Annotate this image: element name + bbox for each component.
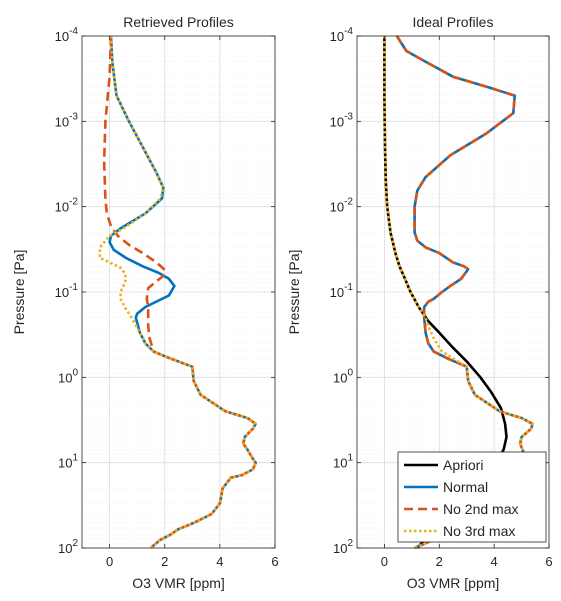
y-tick-label: 10-2 bbox=[330, 197, 354, 215]
y-tick-label: 10-4 bbox=[330, 26, 354, 44]
legend-label: No 3rd max bbox=[443, 523, 515, 539]
x-tick-label: 0 bbox=[106, 554, 113, 569]
x-tick-label: 6 bbox=[271, 554, 278, 569]
y-tick-label: 100 bbox=[333, 367, 353, 385]
legend-box bbox=[397, 451, 547, 543]
y-tick-label: 10-4 bbox=[55, 26, 79, 44]
x-axis-label: O3 VMR [ppm] bbox=[407, 575, 500, 591]
x-tick-label: 2 bbox=[436, 554, 443, 569]
x-tick-label: 4 bbox=[491, 554, 498, 569]
chart-title: Ideal Profiles bbox=[413, 14, 494, 30]
y-tick-label: 10-3 bbox=[55, 111, 79, 129]
y-tick-label: 101 bbox=[58, 453, 78, 471]
y-tick-label: 10-1 bbox=[330, 282, 354, 300]
y-tick-label: 10-3 bbox=[330, 111, 354, 129]
x-tick-label: 2 bbox=[161, 554, 168, 569]
y-tick-label: 10-2 bbox=[55, 197, 79, 215]
x-tick-label: 0 bbox=[381, 554, 388, 569]
series-line-no-3rd-max bbox=[98, 35, 257, 549]
x-tick-label: 6 bbox=[545, 554, 552, 569]
chart-title: Retrieved Profiles bbox=[123, 14, 234, 30]
y-axis-label: Pressure [Pa] bbox=[11, 250, 27, 335]
legend-label: No 2nd max bbox=[443, 501, 518, 517]
y-tick-label: 102 bbox=[58, 538, 78, 556]
y-tick-label: 10-1 bbox=[55, 282, 79, 300]
legend: Apriori Normal No 2nd max No 3rd max bbox=[397, 451, 547, 543]
x-axis-label: O3 VMR [ppm] bbox=[132, 575, 225, 591]
axes-panel-1: 0 2 4 6 10-4 10-3 10-2 10-1 100 101 102 Retrieved P… bbox=[11, 14, 279, 591]
y-axis-label: Pressure [Pa] bbox=[286, 250, 302, 335]
legend-label: Normal bbox=[443, 479, 488, 495]
y-tick-label: 101 bbox=[333, 453, 353, 471]
y-tick-label: 100 bbox=[58, 367, 78, 385]
y-tick-label: 102 bbox=[333, 538, 353, 556]
legend-label: Apriori bbox=[443, 457, 483, 473]
x-tick-label: 4 bbox=[216, 554, 223, 569]
axes-panel-2: 0 2 4 6 10-4 10-3 10-2 10-1 100 101 102 Ideal Profi… bbox=[286, 14, 553, 591]
